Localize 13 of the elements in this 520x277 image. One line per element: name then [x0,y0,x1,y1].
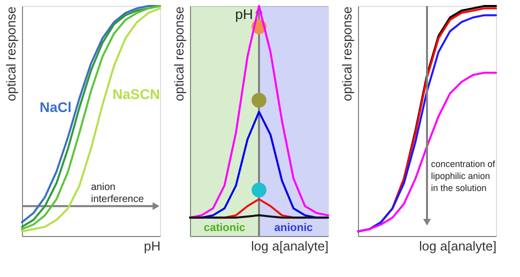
y-axis-title: optical response [340,6,354,102]
annotation: anionic [274,222,313,234]
ref-line-label: anion interference [91,182,144,206]
x-axis-title: pH [144,238,160,254]
annotation: concentration of lipophilic anion in the solution [431,159,496,194]
series-label: NaCl [40,99,72,115]
x-axis-title: log a[analyte] [251,238,328,254]
y-axis-title: optical response [172,6,186,102]
text: pH [235,6,253,22]
annotation: cationic [204,222,246,234]
y-axis-title: optical response [4,6,18,102]
x-axis-title: log a[analyte] [419,238,496,254]
series-label: NaSCN [112,86,160,102]
